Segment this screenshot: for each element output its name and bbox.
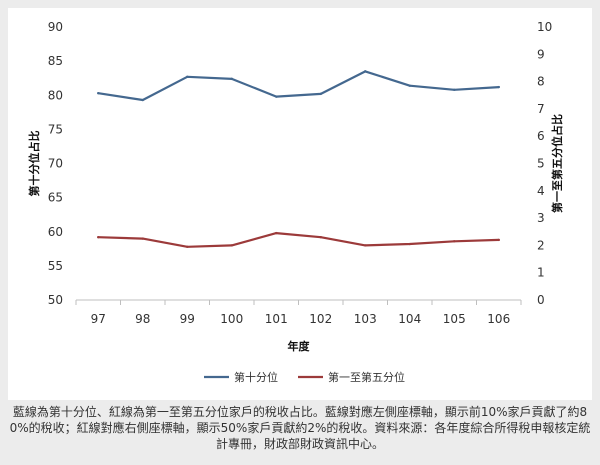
y-right-tick-label: 1 [537,266,545,280]
y-right-tick-label: 3 [537,211,545,225]
x-tick-label: 102 [309,312,332,326]
y-right-tick-label: 2 [537,238,545,252]
y-left-tick-label: 90 [48,20,63,34]
point-decile1to5 [364,244,367,247]
x-tick-label: 100 [220,312,243,326]
x-tick-label: 104 [398,312,421,326]
point-decile1to5 [186,245,189,248]
y-left-tick-label: 50 [48,293,63,307]
legend-label-decile10: 第十分位 [234,370,278,384]
y-right-tick-label: 10 [537,20,552,34]
y-left-tick-label: 75 [48,122,63,136]
x-tick-label: 99 [180,312,195,326]
point-decile10 [186,75,189,79]
figure-caption: 藍線為第十分位、紅線為第一至第五分位家戶的稅收占比。藍線對應左側座標軸，顯示前1… [9,405,591,451]
point-decile1to5 [408,242,411,246]
point-decile1to5 [453,240,456,243]
y-left-axis-title: 第十分位占比 [27,131,41,197]
chart: 97 98 99 100 101 102 103 104 105 1065055606570758… [27,20,564,384]
y-right-axis-title: 第一至第五分位占比 [550,114,564,213]
point-decile10 [408,84,411,87]
x-tick-label: 98 [135,312,150,326]
point-decile10 [319,92,322,96]
x-tick-label: 105 [443,312,466,326]
y-left-tick-label: 55 [48,259,63,273]
chart-panel: 97 98 99 100 101 102 103 104 105 106 50 55 60 65 70 75 8… [8,8,592,400]
y-left-tick-label: 60 [48,225,63,239]
point-decile1to5 [141,237,144,240]
y-left-tick-label: 65 [48,191,63,205]
x-tick-label: 106 [487,312,510,326]
x-axis-title: 年度 [288,339,311,353]
y-right-tick-label: 5 [537,157,545,171]
legend-label-decile1to5: 第一至第五分位 [328,370,405,384]
point-decile1to5 [497,238,500,242]
x-tick-label: 97 [91,312,106,326]
point-decile1to5 [319,236,322,239]
point-decile1to5 [230,244,233,247]
x-tick-label: 103 [354,312,377,326]
y-right-tick-label: 0 [537,293,545,307]
y-left-tick-label: 70 [48,157,63,171]
point-decile10 [97,92,100,95]
y-right-tick-label: 9 [537,47,545,61]
y-right-tick-label: 8 [537,75,545,89]
x-tick-label: 101 [265,312,288,326]
point-decile10 [453,88,456,91]
point-decile10 [141,98,144,102]
series-line-decile1to5 [97,232,500,248]
y-left-tick-label: 80 [48,88,63,102]
point-decile1to5 [275,231,278,235]
y-right-tick-label: 7 [537,102,545,116]
series-line-decile10 [97,70,500,102]
y-right-tick-label: 4 [537,184,545,198]
y-left-tick-label: 85 [48,54,63,68]
point-decile10 [497,85,500,89]
point-decile10 [275,95,278,98]
point-decile1to5 [97,236,100,239]
point-decile10 [230,77,233,81]
point-decile10 [364,70,367,73]
y-right-tick-label: 6 [537,129,545,143]
